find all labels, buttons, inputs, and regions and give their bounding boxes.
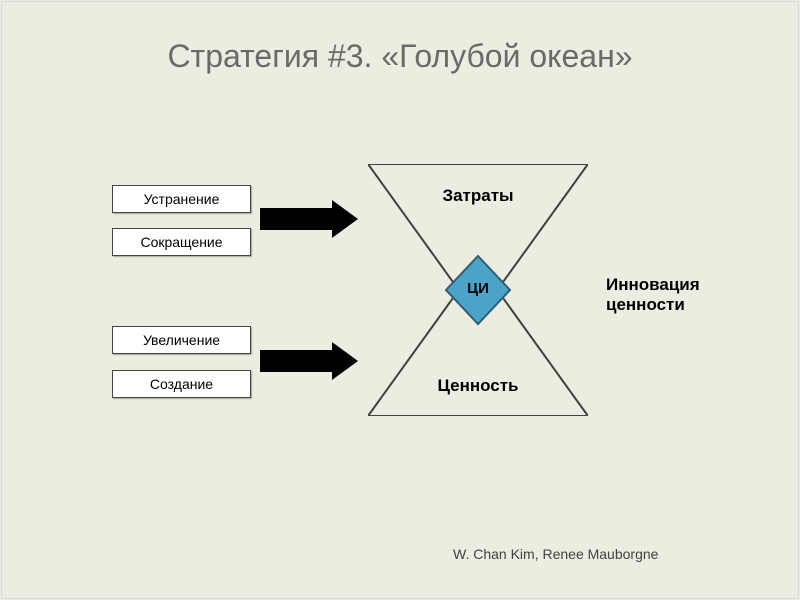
funnel-bottom-label: Ценность <box>368 376 588 396</box>
slide-title: Стратегия #3. «Голубой океан» <box>0 38 800 75</box>
box-label: Увеличение <box>143 332 220 348</box>
slide: Стратегия #3. «Голубой океан» Устранение… <box>0 0 800 600</box>
label-line-2: ценности <box>606 295 685 314</box>
arrow-head-icon <box>332 200 358 238</box>
diamond-label: ЦИ <box>458 280 498 297</box>
box-increase: Увеличение <box>112 326 251 354</box>
arrow-shaft <box>260 350 332 372</box>
arrow-head-icon <box>332 342 358 380</box>
box-label: Сокращение <box>140 234 222 250</box>
box-label: Устранение <box>144 191 220 207</box>
label-line-1: Инновация <box>606 275 700 294</box>
value-innovation-label: Инновация ценности <box>606 275 700 316</box>
box-eliminate: Устранение <box>112 185 251 213</box>
box-reduce: Сокращение <box>112 228 251 256</box>
box-create: Создание <box>112 370 251 398</box>
arrow-shaft <box>260 208 332 230</box>
box-label: Создание <box>150 376 213 392</box>
attribution: W. Chan Kim, Renee Mauborgne <box>453 546 658 562</box>
funnel-top-label: Затраты <box>368 186 588 206</box>
